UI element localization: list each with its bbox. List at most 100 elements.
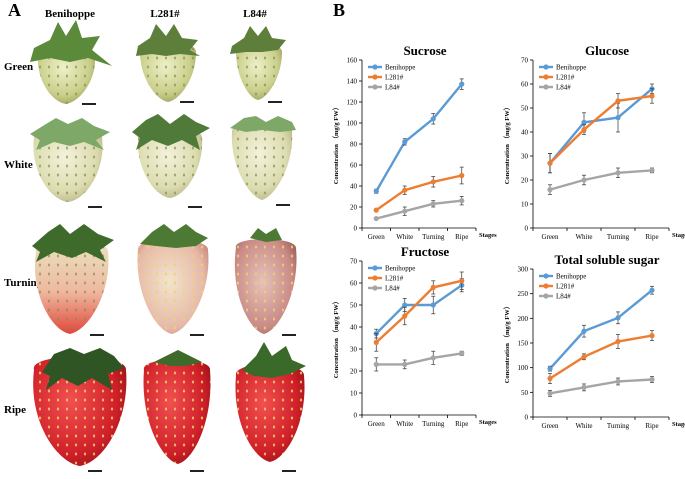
legend-label: L84# [385, 285, 400, 293]
legend-label: L281# [556, 74, 575, 82]
data-point [430, 284, 436, 290]
data-point [581, 354, 587, 360]
scale-bar [282, 470, 296, 472]
legend-swatch-marker [372, 84, 378, 90]
y-tick-label: 100 [518, 364, 529, 372]
y-tick-label: 150 [518, 340, 529, 348]
panel-b-letter: B [333, 0, 346, 20]
data-point [547, 366, 553, 372]
y-tick-label: 60 [350, 280, 358, 288]
column-label-l281: L281# [150, 8, 180, 20]
scale-bar [82, 103, 96, 105]
y-tick-label: 140 [347, 78, 358, 86]
legend-label: L281# [385, 74, 404, 82]
chart-title: Total soluble sugar [555, 252, 660, 267]
legend-swatch-marker [372, 265, 378, 271]
strawberry-white-l281 [132, 114, 210, 198]
x-tick-label: Turning [607, 233, 630, 241]
strawberry-ripe-l281 [143, 350, 211, 464]
x-tick-label: Turning [422, 233, 445, 241]
strawberry-white-l84 [230, 116, 296, 200]
y-tick-label: 40 [350, 183, 358, 191]
x-tick-label: Green [541, 422, 559, 430]
legend-swatch-marker [372, 64, 378, 70]
legend-swatch-marker [372, 285, 378, 291]
y-tick-label: 60 [521, 81, 529, 89]
legend-label: L281# [385, 275, 404, 283]
legend-label: L281# [556, 283, 575, 291]
legend-label: Benihoppe [385, 64, 415, 72]
y-axis-label: Concentration （mg/g FW） [503, 303, 511, 384]
legend-swatch-marker [543, 64, 549, 70]
strawberry-turning-l84 [234, 228, 297, 334]
data-point [459, 172, 465, 179]
legend-swatch-marker [543, 74, 549, 80]
data-point [373, 207, 379, 213]
legend-swatch-marker [543, 273, 549, 279]
y-tick-label: 30 [350, 346, 358, 354]
x-tick-label: Ripe [455, 233, 468, 241]
data-point [373, 361, 379, 367]
data-point [649, 287, 655, 293]
data-point [373, 215, 379, 222]
scale-bar [190, 334, 204, 336]
legend-label: L84# [556, 84, 571, 92]
x-tick-label: White [396, 420, 413, 428]
y-tick-label: 40 [350, 324, 358, 332]
strawberry-turning-l281 [137, 224, 209, 334]
strawberry-ripe-l84 [235, 342, 306, 462]
y-tick-label: 50 [521, 105, 529, 113]
series-line [549, 378, 653, 395]
x-tick-label: White [575, 233, 592, 241]
strawberry-green-benihoppe [30, 20, 112, 104]
y-tick-label: 30 [521, 153, 529, 161]
strawberry-turning-benihoppe [32, 224, 114, 334]
column-label-l84: L84# [243, 8, 267, 20]
legend-swatch-marker [543, 283, 549, 289]
x-tick-label: Green [368, 233, 386, 241]
y-tick-label: 0 [525, 414, 529, 422]
y-tick-label: 200 [518, 315, 529, 323]
scale-bar [268, 101, 282, 103]
y-tick-label: 0 [354, 225, 358, 233]
data-point [649, 376, 655, 383]
x-axis-label: Stages [479, 419, 497, 426]
strawberry-green-l84 [230, 26, 286, 100]
row-label-white: White [4, 159, 33, 171]
y-tick-label: 100 [347, 120, 358, 128]
data-point [402, 139, 408, 145]
y-tick-label: 0 [525, 225, 529, 233]
y-tick-label: 50 [521, 389, 529, 397]
legend-label: Benihoppe [385, 265, 415, 273]
data-point [581, 177, 587, 183]
data-point [430, 355, 436, 361]
series-line [375, 199, 462, 220]
series-line [375, 174, 463, 212]
data-point [581, 384, 587, 390]
data-point [430, 179, 436, 185]
strawberry-ripe-benihoppe [33, 348, 127, 466]
row-label-green: Green [4, 61, 34, 73]
legend-swatch-marker [543, 84, 549, 90]
scale-bar [88, 206, 102, 208]
x-tick-label: Turning [607, 422, 630, 430]
series-line [549, 169, 653, 191]
series-line [375, 284, 463, 335]
legend-swatch-marker [372, 275, 378, 281]
y-axis-label: Concentration （mg/g FW） [332, 298, 340, 379]
data-point [402, 187, 408, 193]
scale-bar [276, 204, 290, 206]
x-tick-label: Turning [422, 420, 445, 428]
data-point [615, 338, 621, 345]
y-tick-label: 300 [518, 266, 529, 274]
data-point [615, 378, 621, 385]
chart-title: Fructose [401, 244, 450, 259]
legend-label: L84# [385, 84, 400, 92]
data-point [581, 119, 587, 125]
data-point [581, 127, 587, 133]
chart-title: Sucrose [403, 43, 446, 58]
row-label-ripe: Ripe [4, 404, 26, 416]
chart-title: Glucose [585, 43, 629, 58]
x-axis-label: Stages [672, 232, 685, 239]
